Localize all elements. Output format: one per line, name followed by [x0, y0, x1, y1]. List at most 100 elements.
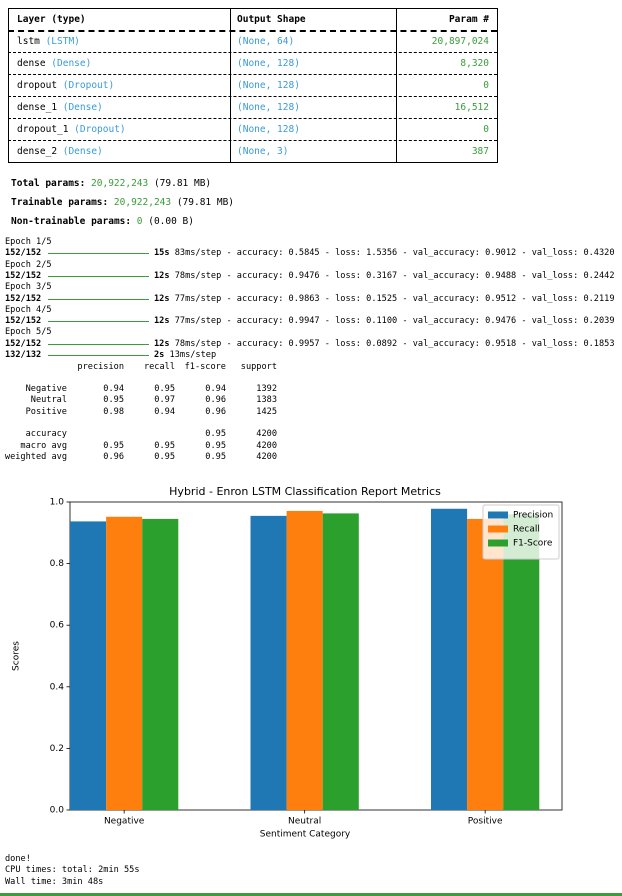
- report-cell: 0.94: [205, 384, 226, 394]
- row-separator: [8, 118, 497, 119]
- param-count: 8,320: [460, 58, 489, 69]
- epoch-label: Epoch 2/5: [5, 259, 52, 270]
- footer-line: Wall time: 3min 48s: [5, 876, 104, 887]
- report-header: f1-score: [184, 362, 226, 372]
- report-cell: 0.95: [205, 451, 226, 462]
- params-label: Total params:: [11, 178, 86, 189]
- report-label: weighted avg: [4, 451, 67, 462]
- output-shape: (None, 128): [237, 80, 300, 91]
- row-separator: [8, 74, 497, 75]
- params-label: Non-trainable params:: [11, 216, 132, 227]
- param-count: 16,512: [454, 102, 489, 113]
- report-cell: 4200: [256, 451, 277, 462]
- column-separator: [230, 8, 231, 163]
- report-cell: 0.94: [103, 384, 124, 394]
- params-size: (79.81 MB): [176, 197, 235, 208]
- bar: [70, 521, 107, 810]
- epoch-label: Epoch 3/5: [5, 282, 52, 293]
- layer-type: (Dense): [51, 58, 92, 69]
- params-label: Trainable params:: [11, 197, 109, 208]
- report-header: recall: [143, 362, 175, 372]
- output-shape: (None, 3): [237, 146, 289, 157]
- legend-label: Precision: [513, 511, 553, 521]
- epoch-label: Epoch 5/5: [5, 327, 52, 338]
- y-tick-label: 0.4: [50, 682, 65, 692]
- x-tick-label: Negative: [104, 817, 145, 827]
- chart-title: Hybrid - Enron LSTM Classification Repor…: [169, 485, 441, 498]
- row-separator: [8, 96, 497, 97]
- model-summary: [8, 8, 498, 163]
- step-time: 2s: [154, 350, 165, 360]
- report-label: macro avg: [20, 440, 67, 451]
- step-log: 83ms/step - accuracy: 0.5845 - loss: 1.5…: [174, 248, 615, 259]
- progress-steps: 152/152: [5, 248, 42, 259]
- bar: [467, 518, 504, 810]
- epoch-label: Epoch 4/5: [5, 304, 52, 315]
- output-shape: (None, 128): [237, 102, 300, 113]
- report-cell: 0.97: [154, 395, 175, 406]
- layer-name: dropout_1: [17, 124, 69, 135]
- y-tick-label: 0.0: [50, 806, 65, 816]
- report-cell: 0.95: [154, 440, 175, 451]
- column-header: Layer (type): [17, 14, 86, 25]
- progress-bar: [48, 355, 149, 356]
- layer-type: (LSTM): [45, 36, 80, 47]
- step-time: 12s: [154, 338, 170, 349]
- layer-name: dense_2: [17, 146, 58, 157]
- params-count: 20,922,243: [113, 197, 172, 208]
- bar: [431, 508, 468, 810]
- bar: [106, 516, 143, 810]
- step-log: 77ms/step - accuracy: 0.9863 - loss: 0.1…: [174, 293, 615, 304]
- progress-bar: [48, 298, 149, 300]
- bar: [286, 510, 323, 810]
- legend-swatch: [488, 525, 508, 533]
- report-header: precision: [77, 362, 124, 372]
- y-tick-label: 0.8: [50, 559, 65, 569]
- report-cell: 0.95: [205, 429, 226, 440]
- footer-line: CPU times: total: 2min 55s: [5, 865, 140, 876]
- layer-name: dense: [17, 58, 46, 69]
- bar: [250, 515, 287, 810]
- step-time: 12s: [154, 316, 170, 327]
- report-label: Neutral: [30, 395, 67, 406]
- bar: [503, 514, 540, 810]
- param-count: 0: [483, 124, 489, 135]
- step-log: 78ms/step - accuracy: 0.9957 - loss: 0.0…: [174, 338, 615, 349]
- param-count: 0: [483, 80, 489, 91]
- report-label: Negative: [25, 384, 67, 394]
- progress-bar: [48, 343, 149, 345]
- output-shape: (None, 64): [237, 36, 295, 47]
- report-cell: 1383: [256, 395, 277, 406]
- step-log: 77ms/step - accuracy: 0.9947 - loss: 0.1…: [174, 316, 615, 327]
- params-size: (0.00 B): [148, 216, 194, 227]
- y-tick-label: 0.6: [50, 621, 65, 631]
- report-cell: 0.95: [154, 384, 175, 394]
- x-tick-label: Positive: [468, 817, 503, 827]
- x-tick-label: Neutral: [288, 817, 321, 827]
- progress-bar: [48, 253, 149, 255]
- progress-bar: [48, 275, 149, 277]
- output-shape: (None, 128): [237, 58, 300, 69]
- step-log: 13ms/step: [169, 350, 217, 360]
- report-cell: 0.95: [103, 440, 124, 451]
- step-time: 12s: [154, 293, 170, 304]
- report-label: Positive: [25, 406, 67, 417]
- step-log: 78ms/step - accuracy: 0.9476 - loss: 0.3…: [174, 270, 615, 281]
- y-tick-label: 1.0: [50, 498, 65, 508]
- chart: Hybrid - Enron LSTM Classification Repor…: [12, 485, 563, 840]
- layer-name: dense_1: [17, 102, 58, 113]
- legend-label: Recall: [513, 525, 540, 535]
- column-separator: [396, 8, 397, 163]
- y-axis-label: Scores: [12, 641, 22, 671]
- param-count: 387: [471, 146, 489, 157]
- output-shape: (None, 128): [237, 124, 300, 135]
- params-count: 20,922,243: [91, 178, 149, 189]
- x-axis-label: Sentiment Category: [260, 830, 351, 840]
- report-label: accuracy: [25, 429, 67, 440]
- progress-steps: 152/152: [5, 270, 42, 281]
- legend-swatch: [488, 511, 508, 519]
- progress-bar: [48, 321, 149, 323]
- report-header: support: [240, 362, 277, 372]
- layer-type: (Dropout): [62, 80, 115, 91]
